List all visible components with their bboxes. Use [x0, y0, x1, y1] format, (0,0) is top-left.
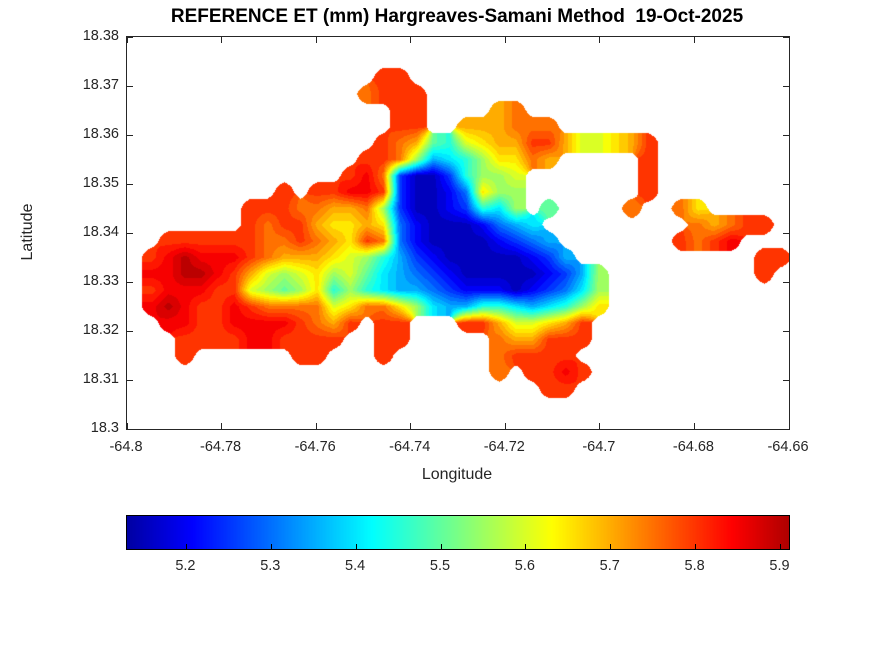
x-tick-label: -64.76	[294, 439, 336, 455]
colorbar-gradient-canvas	[127, 516, 789, 549]
x-tick-mark	[410, 423, 412, 429]
colorbar-tick-mark	[440, 544, 442, 549]
x-axis-label: Longitude	[421, 466, 493, 483]
y-tick-mark	[127, 428, 133, 430]
x-tick-mark	[504, 37, 506, 43]
colorbar-tick-label: 5.4	[345, 558, 366, 574]
y-tick-label: 18.37	[82, 77, 119, 93]
colorbar-tick-label: 5.5	[429, 558, 451, 574]
y-tick-mark	[783, 330, 789, 332]
x-tick-label: -64.8	[109, 439, 143, 455]
y-tick-mark	[127, 183, 133, 185]
colorbar-tick-label: 5.8	[684, 558, 705, 574]
x-tick-mark	[599, 423, 601, 429]
x-tick-mark	[221, 423, 223, 429]
colorbar-tick-label: 5.7	[599, 558, 620, 574]
colorbar	[126, 515, 790, 550]
y-tick-label: 18.33	[82, 273, 119, 289]
colorbar-tick-label: 5.6	[514, 558, 535, 574]
plot-area	[126, 36, 790, 430]
x-tick-mark	[693, 423, 695, 429]
x-tick-label: -64.74	[389, 439, 431, 455]
colorbar-tick-label: 5.9	[769, 558, 790, 574]
y-tick-label: 18.31	[82, 371, 119, 387]
colorbar-tick-mark	[355, 544, 357, 549]
y-tick-mark	[783, 428, 789, 430]
y-tick-label: 18.32	[82, 322, 119, 338]
x-tick-mark	[599, 37, 601, 43]
y-tick-mark	[127, 232, 133, 234]
y-tick-label: 18.34	[82, 224, 119, 240]
y-tick-mark	[127, 36, 133, 38]
y-tick-mark	[127, 134, 133, 136]
x-tick-mark	[788, 423, 790, 429]
x-tick-mark	[315, 423, 317, 429]
y-tick-mark	[783, 85, 789, 87]
y-tick-mark	[127, 281, 133, 283]
chart-title: REFERENCE ET (mm) Hargreaves-Samani Meth…	[170, 6, 744, 27]
x-tick-mark	[504, 423, 506, 429]
y-tick-mark	[783, 36, 789, 38]
y-tick-label: 18.38	[82, 28, 119, 44]
x-tick-label: -64.68	[672, 439, 714, 455]
colorbar-tick-mark	[695, 544, 697, 549]
x-tick-label: -64.72	[483, 439, 525, 455]
y-tick-mark	[127, 379, 133, 381]
colorbar-tick-mark	[610, 544, 612, 549]
colorbar-tick-mark	[525, 544, 527, 549]
y-tick-label: 18.3	[90, 420, 119, 436]
x-tick-mark	[126, 423, 128, 429]
x-tick-label: -64.66	[767, 439, 809, 455]
x-tick-mark	[788, 37, 790, 43]
x-tick-mark	[410, 37, 412, 43]
colorbar-tick-mark	[780, 544, 781, 549]
x-tick-mark	[126, 37, 128, 43]
x-tick-mark	[693, 37, 695, 43]
y-tick-mark	[783, 232, 789, 234]
colorbar-tick-mark	[270, 544, 272, 549]
x-tick-label: -64.7	[582, 439, 616, 455]
y-tick-label: 18.35	[82, 175, 119, 191]
y-tick-mark	[783, 281, 789, 283]
x-tick-label: -64.78	[200, 439, 242, 455]
y-tick-mark	[783, 379, 789, 381]
colorbar-tick-mark	[185, 544, 187, 549]
contour-map-canvas	[127, 37, 789, 429]
y-tick-mark	[127, 330, 133, 332]
y-tick-label: 18.36	[82, 126, 119, 142]
y-tick-mark	[783, 183, 789, 185]
y-tick-mark	[127, 85, 133, 87]
y-tick-mark	[783, 134, 789, 136]
x-tick-mark	[221, 37, 223, 43]
colorbar-tick-label: 5.3	[260, 558, 281, 574]
colorbar-tick-label: 5.2	[175, 558, 196, 574]
x-tick-mark	[315, 37, 317, 43]
